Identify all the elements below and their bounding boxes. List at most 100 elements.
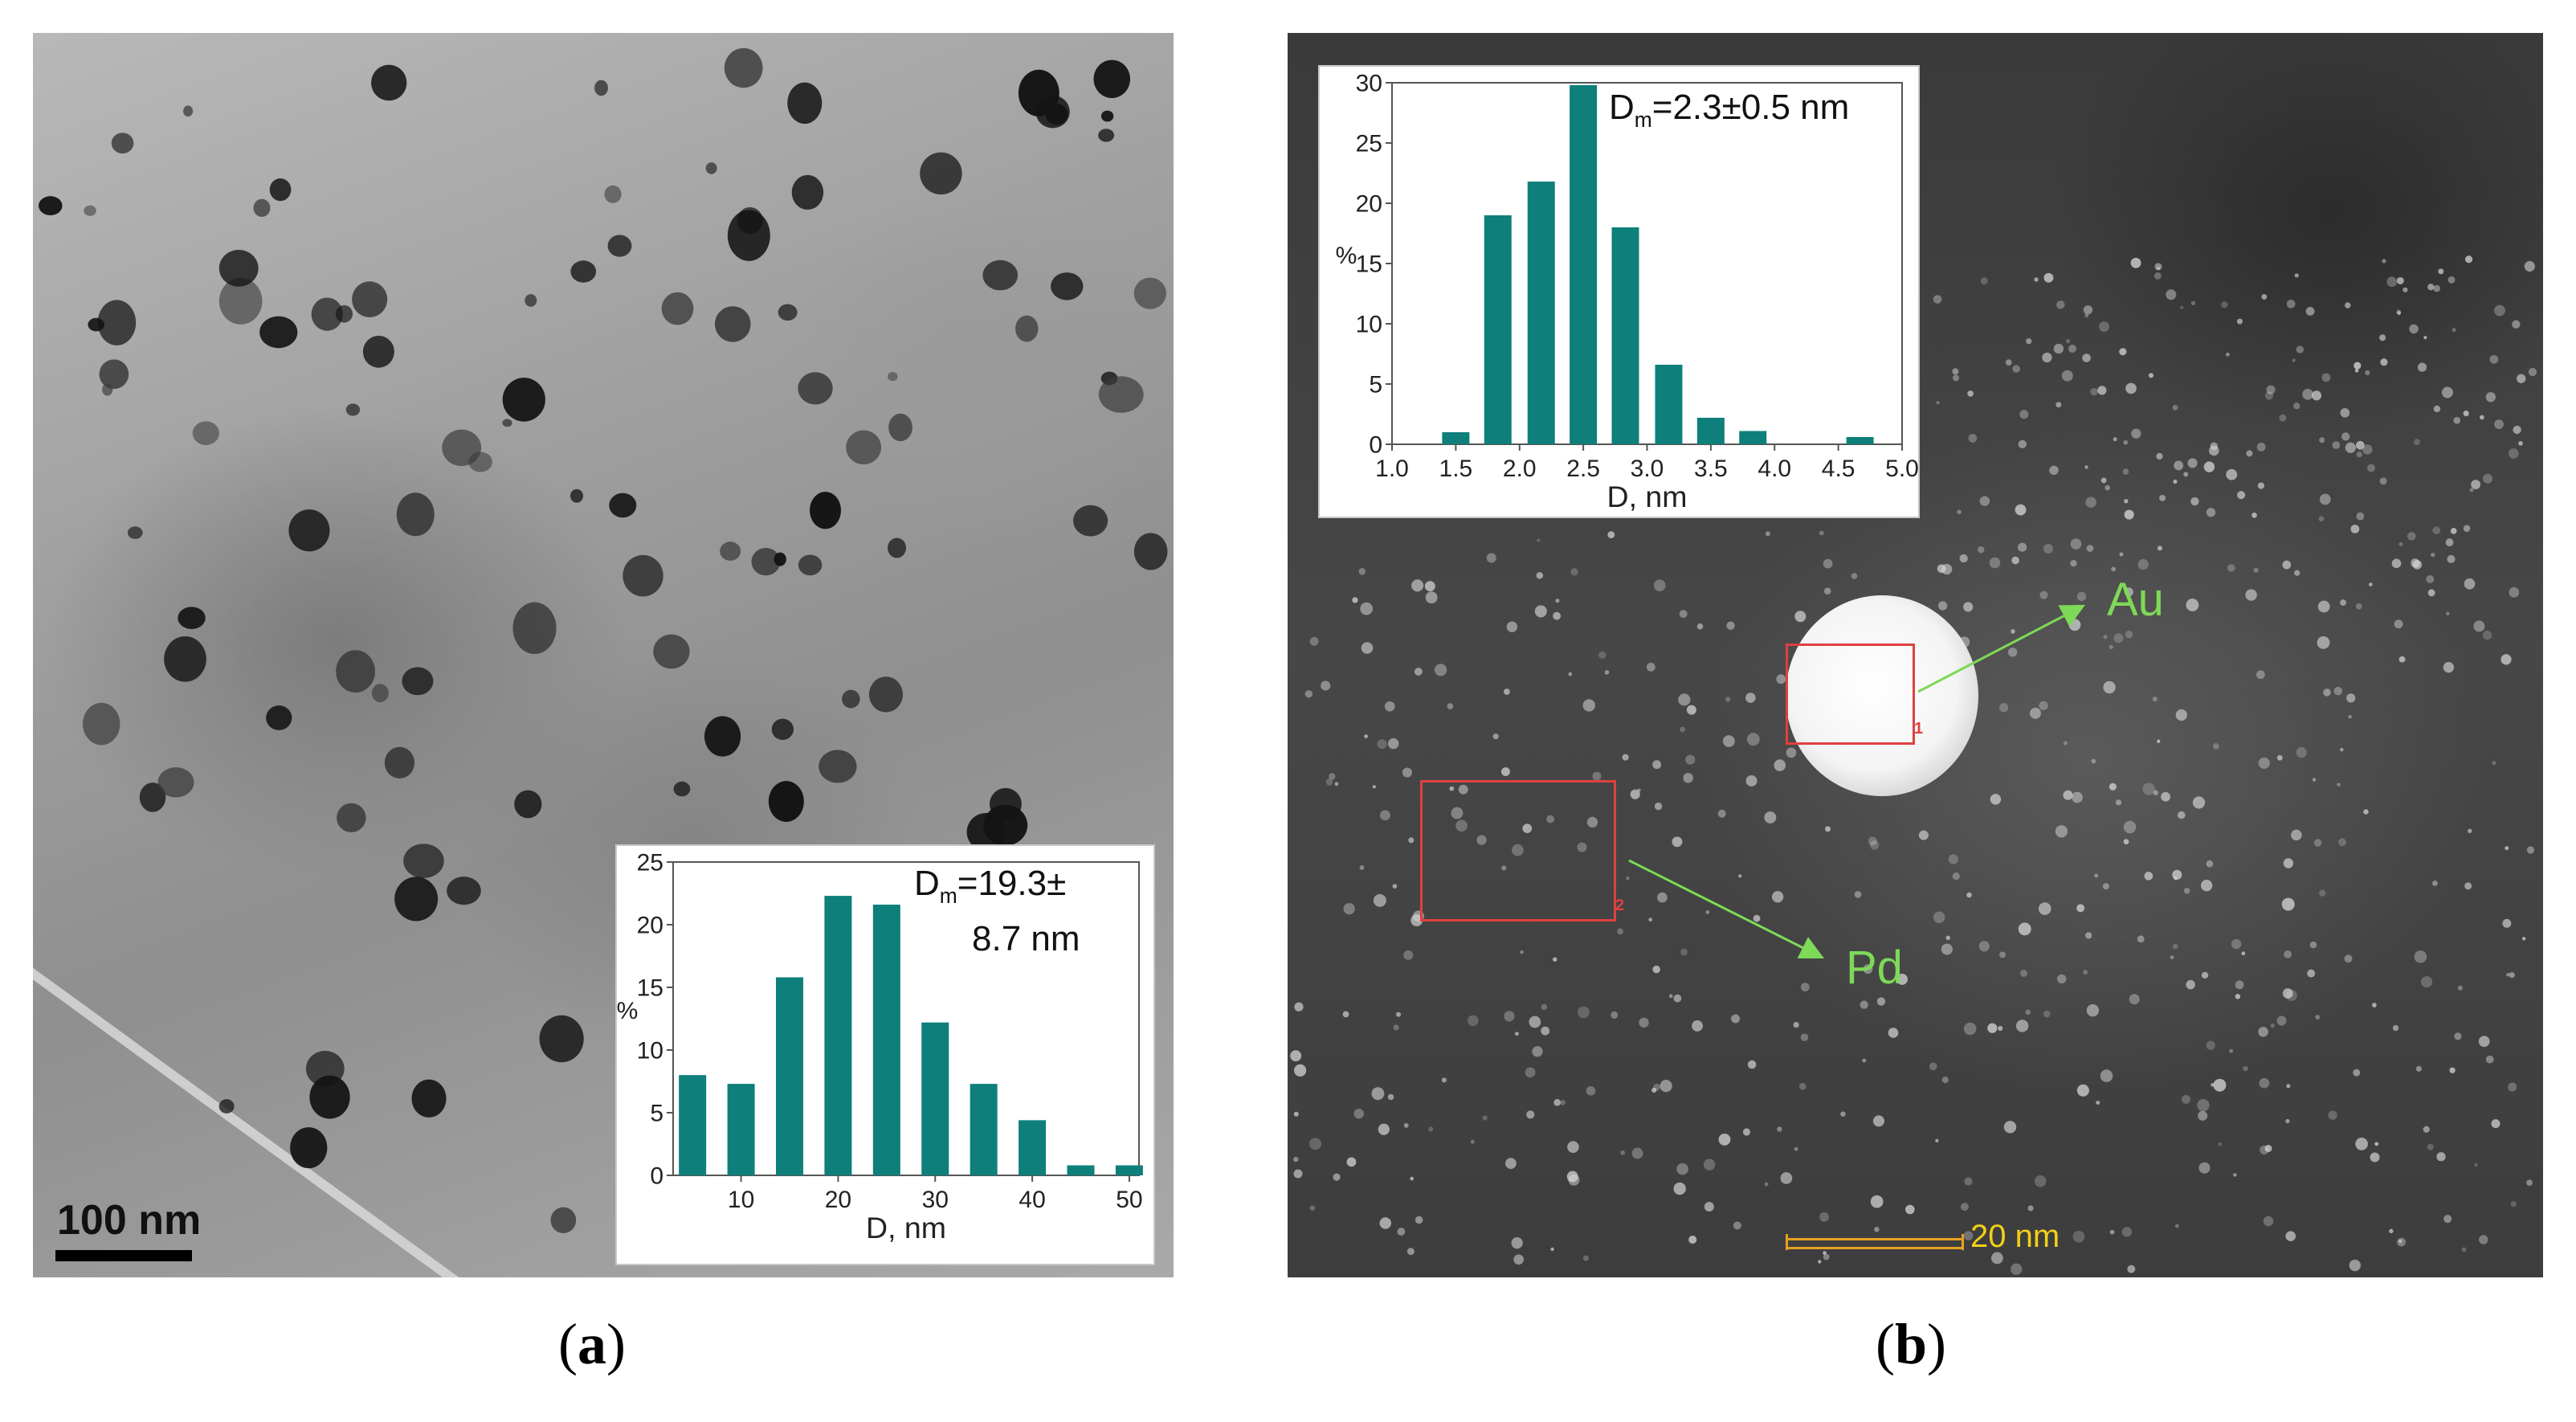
- nanoparticle-b: [1747, 1060, 1757, 1069]
- nanoparticle-b: [2018, 922, 2031, 936]
- nanoparticle-b: [2131, 428, 2141, 439]
- nanoparticle-b: [2015, 1020, 2029, 1032]
- nanoparticle-a: [259, 316, 298, 349]
- nanoparticle-b: [2076, 904, 2085, 913]
- bar-b-5: [1655, 365, 1683, 444]
- nanoparticle-b: [2510, 1200, 2517, 1207]
- bar-a-1: [727, 1084, 755, 1175]
- nanoparticle-b: [2100, 1069, 2113, 1082]
- nanoparticle-b: [2186, 979, 2195, 990]
- nanoparticle-b: [1672, 836, 1683, 848]
- nanoparticle-b: [1798, 1082, 1806, 1090]
- caption-a: (a): [558, 1312, 626, 1376]
- x-tick-label-a-1: 20: [825, 1187, 851, 1213]
- nanoparticle-b: [1541, 1003, 1548, 1011]
- nanoparticle-b: [2175, 709, 2187, 721]
- nanoparticle-b: [2398, 656, 2406, 663]
- nanoparticle-b: [2063, 790, 2073, 800]
- nanoparticle-b: [2409, 324, 2419, 334]
- nanoparticle-b: [1703, 1158, 1716, 1171]
- nanoparticle-a: [604, 185, 622, 203]
- nanoparticle-b: [2438, 268, 2444, 275]
- nanoparticle-b: [1957, 509, 1962, 515]
- nanoparticle-a: [609, 492, 637, 518]
- nanoparticle-b: [1449, 786, 1455, 791]
- nanoparticle-b: [2137, 935, 2145, 943]
- nanoparticle-b: [2517, 374, 2526, 383]
- nanoparticle-b: [1854, 891, 1862, 898]
- nanoparticle-b: [2203, 461, 2215, 472]
- nanoparticle-b: [1978, 941, 1990, 952]
- nanoparticle-b: [2173, 480, 2178, 484]
- nanoparticle-b: [2025, 1009, 2031, 1015]
- nanoparticle-b: [2305, 307, 2315, 316]
- y-axis-label-b: %: [1336, 243, 1357, 269]
- nanoparticle-b: [1945, 935, 1950, 940]
- nanoparticle-b: [2086, 1003, 2100, 1017]
- nanoparticle-b: [2407, 532, 2416, 541]
- nanoparticle-a: [1133, 277, 1166, 309]
- nanoparticle-a: [920, 152, 962, 195]
- nanoparticle-b: [2053, 343, 2064, 354]
- nanoparticle-b: [1525, 1067, 1536, 1078]
- nanoparticle-b: [1534, 605, 1547, 618]
- nanoparticle-a: [1100, 110, 1114, 122]
- nanoparticle-b: [2038, 902, 2051, 915]
- nanoparticle-b: [2386, 276, 2398, 288]
- nanoparticle-b: [2241, 951, 2246, 956]
- y-tick-label-b-3: 15: [1356, 251, 1382, 278]
- nanoparticle-b: [2236, 318, 2243, 325]
- nanoparticle-b: [2379, 334, 2386, 341]
- nanoparticle-b: [2056, 974, 2067, 984]
- nanoparticle-b: [1358, 568, 1366, 575]
- nanoparticle-a: [83, 702, 120, 746]
- dm-value-line1-b: =2.3±0.5 nm: [1651, 88, 1850, 127]
- nanoparticle-b: [1577, 842, 1587, 852]
- nanoparticle-b: [2123, 839, 2129, 845]
- nanoparticle-b: [1657, 892, 1668, 903]
- nanoparticle-b: [1952, 872, 1960, 881]
- nanoparticle-b: [2494, 304, 2505, 317]
- nanoparticle-a: [127, 526, 143, 539]
- nanoparticle-b: [2473, 620, 2485, 632]
- nanoparticle-b: [2340, 747, 2344, 752]
- nanoparticle-b: [2451, 328, 2456, 333]
- nanoparticle-b: [2109, 783, 2117, 791]
- nanoparticle-b: [2412, 560, 2423, 570]
- nanoparticle-b: [2333, 686, 2343, 696]
- nanoparticle-b: [1309, 636, 1319, 646]
- nanoparticle-b: [2276, 754, 2283, 761]
- nanoparticle-b: [2172, 943, 2178, 950]
- nanoparticle-b: [2526, 1179, 2533, 1187]
- nanoparticle-b: [2402, 287, 2408, 292]
- bar-a-7: [1019, 1120, 1047, 1175]
- nanoparticle-b: [1851, 573, 1858, 579]
- nanoparticle-b: [1290, 1050, 1302, 1062]
- nanoparticle-b: [1631, 1147, 1643, 1159]
- nanoparticle-a: [798, 554, 823, 576]
- nanoparticle-a: [218, 277, 263, 325]
- nanoparticle-b: [2213, 1078, 2227, 1092]
- nanoparticle-b: [2083, 970, 2088, 975]
- nanoparticle-b: [2478, 1036, 2490, 1048]
- nanoparticle-a: [868, 676, 904, 713]
- nanoparticle-b: [2372, 1003, 2377, 1007]
- dm-subscript-b: m: [1634, 107, 1652, 132]
- nanoparticle-b: [1819, 1212, 1830, 1222]
- nanoparticle-a: [888, 372, 898, 382]
- nanoparticle-b: [1673, 994, 1682, 1003]
- nanoparticle-b: [2276, 1015, 2287, 1026]
- nanoparticle-b: [1870, 1195, 1884, 1208]
- nanoparticle-b: [2235, 994, 2241, 999]
- nanoparticle-b: [1823, 587, 1831, 595]
- nanoparticle-b: [2082, 353, 2091, 362]
- nanoparticle-b: [2483, 473, 2493, 484]
- nanoparticle-b: [1800, 1033, 1809, 1041]
- nanoparticle-b: [1968, 433, 1978, 443]
- nanoparticle-b: [2180, 305, 2184, 309]
- nanoparticle-b: [1933, 911, 1945, 923]
- nanoparticle-b: [1505, 1158, 1517, 1170]
- nanoparticle-b: [1764, 811, 1777, 823]
- nanoparticle-b: [1979, 496, 1990, 506]
- nanoparticle-b: [2198, 1110, 2208, 1121]
